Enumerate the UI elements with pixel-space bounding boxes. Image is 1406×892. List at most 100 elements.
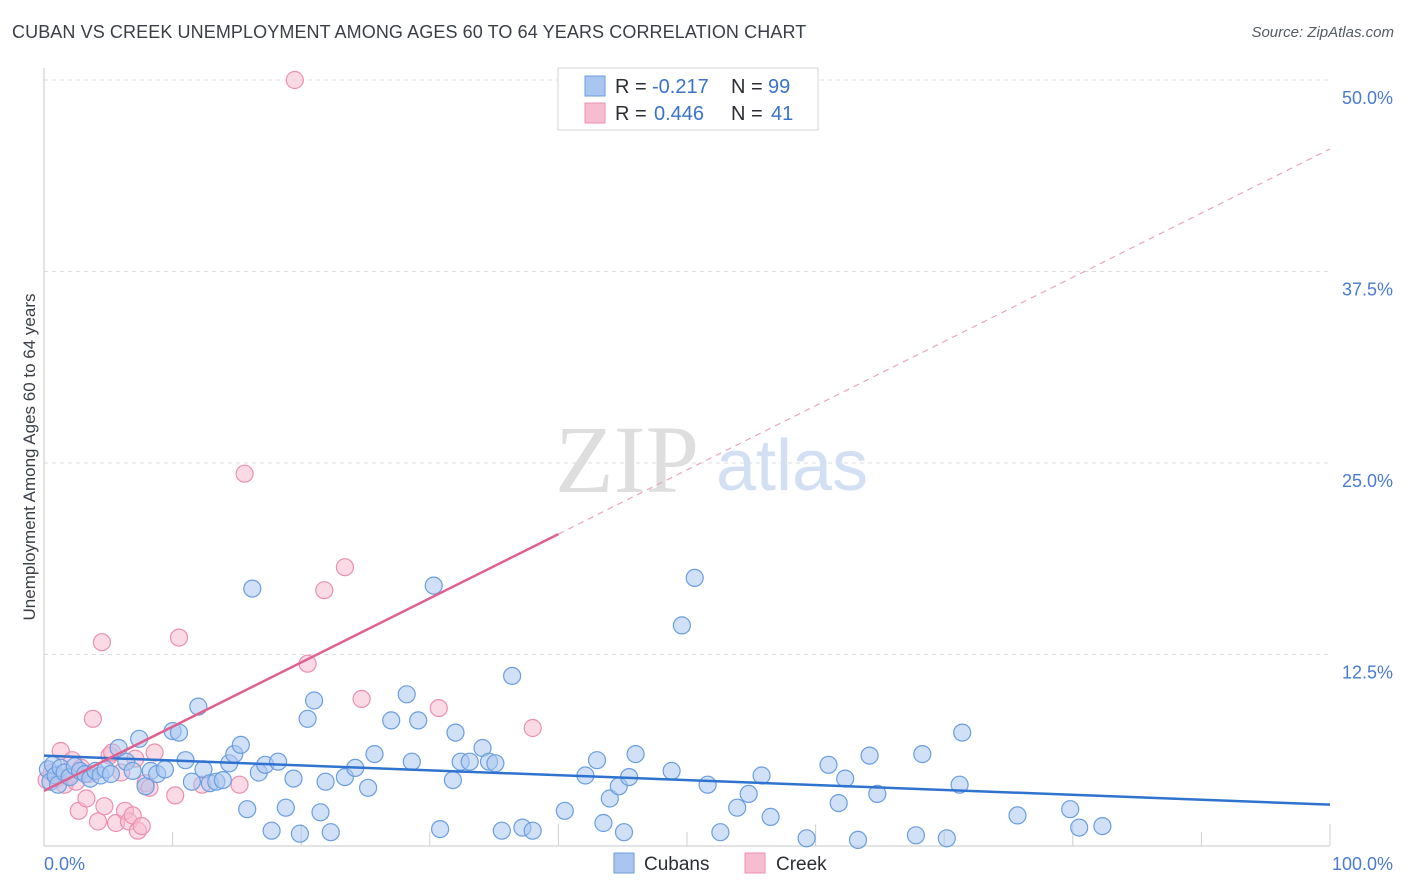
creek-point (95, 797, 114, 816)
cubans-point (101, 764, 121, 784)
cubans-point (672, 616, 692, 635)
creek-trend-line (43, 532, 559, 792)
cubans-point (492, 821, 511, 840)
cubans-point (311, 803, 330, 822)
cubans-point (555, 801, 574, 820)
bottom-legend-creek-label: Creek (776, 854, 827, 875)
cubans-point (424, 576, 443, 595)
cubans-point (728, 798, 747, 817)
creek-point (315, 581, 334, 600)
cubans-point (316, 772, 335, 791)
cubans-point (382, 711, 401, 730)
y-axis-label: Unemployment Among Ages 60 to 64 years (20, 294, 39, 621)
cubans-point (502, 666, 522, 686)
legend-cubans-r-label: R = (615, 76, 647, 98)
bottom-legend-cubans-label: Cubans (644, 854, 710, 875)
legend-creek-r-value: 0.446 (654, 103, 704, 125)
creek-point (429, 698, 448, 718)
cubans-point (698, 775, 717, 794)
cubans-point (614, 823, 634, 842)
cubans-point (1070, 818, 1089, 837)
cubans-point (626, 744, 645, 764)
cubans-point (906, 826, 926, 845)
creek-point (235, 464, 254, 483)
chart-source: Source: ZipAtlas.com (1251, 24, 1394, 41)
creek-point (166, 786, 185, 805)
creek-point (83, 709, 103, 728)
cubans-point (797, 829, 816, 848)
cubans-point (284, 769, 303, 788)
cubans-point (231, 735, 250, 755)
cubans-point (860, 746, 879, 765)
cubans-point (913, 744, 932, 764)
cubans-point (213, 770, 232, 790)
cubans-point (1008, 806, 1027, 825)
trend-lines (43, 148, 1331, 806)
watermark-zip: ZIP (555, 406, 699, 513)
y-tick-label: 50.0% (1342, 88, 1393, 108)
bottom-legend: Cubans Creek (613, 852, 827, 875)
legend-cubans-r-value: -0.217 (652, 76, 709, 98)
cubans-point (486, 754, 505, 773)
creek-point (92, 633, 112, 652)
legend-creek-swatch (584, 102, 606, 124)
creek-point (523, 718, 542, 738)
cubans-point (238, 800, 257, 819)
cubans-point (397, 685, 416, 704)
creek-point (88, 812, 108, 831)
cubans-point (130, 729, 149, 748)
creek-trend-line-extension (558, 148, 1331, 535)
cubans-point (523, 821, 542, 840)
tick-labels: 12.5% 25.0% 37.5% 50.0% 0.0% 100.0% (44, 88, 1393, 874)
x-tick-label-max: 100.0% (1332, 854, 1393, 874)
cubans-point (953, 723, 972, 742)
cubans-point (298, 709, 317, 728)
bottom-legend-creek-swatch (744, 852, 766, 874)
y-tick-label: 37.5% (1342, 280, 1393, 300)
cubans-point (600, 789, 619, 808)
cubans-point (848, 830, 868, 850)
cubans-point (155, 760, 174, 779)
cubans-point (937, 829, 956, 848)
bottom-legend-cubans-swatch (613, 852, 635, 874)
cubans-point (829, 793, 848, 813)
watermark-atlas: atlas (716, 426, 868, 506)
cubans-trend-line (43, 754, 1331, 806)
cubans-point (819, 755, 838, 774)
cubans-point (594, 813, 613, 833)
grid (44, 79, 1330, 655)
cubans-point (868, 784, 887, 804)
y-tick-label: 12.5% (1342, 663, 1393, 683)
cubans-point (262, 821, 281, 840)
cubans-point (431, 819, 450, 839)
cubans-point (685, 568, 704, 588)
creek-point (298, 654, 317, 673)
cubans-point (950, 775, 969, 794)
creek-point (132, 816, 151, 836)
cubans-point (243, 579, 262, 598)
cubans-point (836, 769, 855, 788)
cubans-point (402, 752, 421, 771)
cubans-point (365, 744, 384, 764)
cubans-point (290, 824, 309, 843)
cubans-point (123, 761, 142, 781)
legend-cubans-n-label: N = (731, 76, 763, 98)
cubans-point (1093, 816, 1112, 836)
creek-point (169, 628, 189, 647)
creek-point (77, 789, 96, 808)
cubans-point (460, 752, 479, 771)
creek-point (335, 558, 354, 577)
watermark: ZIP atlas (555, 406, 868, 513)
cubans-point (739, 784, 758, 804)
cubans-point (761, 807, 780, 827)
cubans-point (711, 823, 730, 842)
legend: R = -0.217 N = 99 R = 0.446 N = 41 (557, 67, 819, 131)
cubans-point (446, 723, 465, 742)
cubans-point (752, 766, 771, 785)
cubans-point (409, 711, 428, 730)
creek-point (230, 775, 249, 794)
cubans-point (276, 798, 295, 817)
chart-title: CUBAN VS CREEK UNEMPLOYMENT AMONG AGES 6… (12, 22, 807, 42)
legend-creek-n-value: 41 (771, 103, 793, 125)
